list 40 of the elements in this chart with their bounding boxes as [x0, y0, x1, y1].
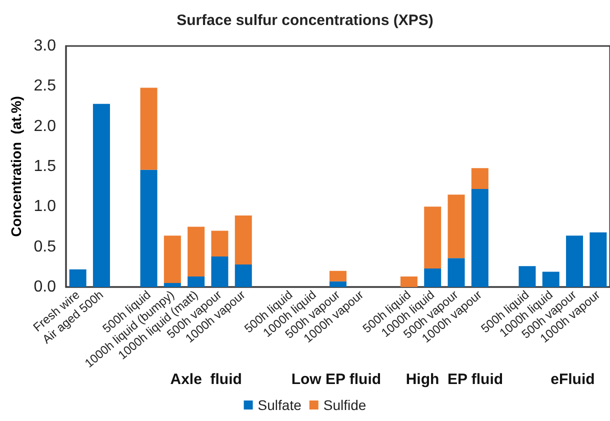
bar: [92, 104, 110, 287]
text: High EP fluid: [406, 371, 504, 388]
text: Low EP fluid: [291, 371, 382, 388]
bar: [234, 216, 252, 265]
text: Axle fluid: [170, 371, 242, 388]
bar: [211, 230, 228, 256]
y-tick-label: 3.0: [34, 38, 56, 54]
y-tick-label: 1.0: [34, 198, 56, 216]
bar: [140, 170, 158, 287]
y-axis-title: Concentration (at.%): [8, 96, 24, 237]
y-tick-label: 2.0: [34, 118, 56, 135]
bar: [164, 282, 181, 287]
bar: [234, 264, 252, 287]
bar: [330, 281, 346, 287]
bar: [424, 268, 442, 287]
bar: [471, 168, 488, 189]
bar: [518, 266, 536, 287]
bar: [188, 276, 205, 287]
bar: [140, 88, 158, 170]
bar: [400, 276, 418, 287]
bar: [330, 270, 346, 282]
y-tick-label: 0.5: [34, 238, 56, 256]
legend-label: Sulfate: [258, 397, 302, 413]
bar: [164, 236, 181, 283]
bar: [424, 206, 442, 269]
bar: [471, 188, 488, 287]
bar: [448, 194, 465, 258]
bar: [542, 272, 560, 287]
bar: [211, 256, 228, 287]
bar: [448, 258, 465, 287]
chart-title: Surface sulfur concentrations (XPS): [176, 12, 434, 29]
y-tick-label: 1.5: [34, 158, 56, 175]
bar: [188, 226, 205, 277]
y-tick-label: 2.5: [34, 78, 56, 95]
bar: [566, 236, 584, 287]
bar: [69, 269, 86, 287]
legend-label: Sulfide: [323, 397, 366, 413]
bar: [590, 232, 607, 287]
text: eFluid: [550, 371, 595, 388]
y-tick-label: 0.0: [34, 278, 56, 296]
